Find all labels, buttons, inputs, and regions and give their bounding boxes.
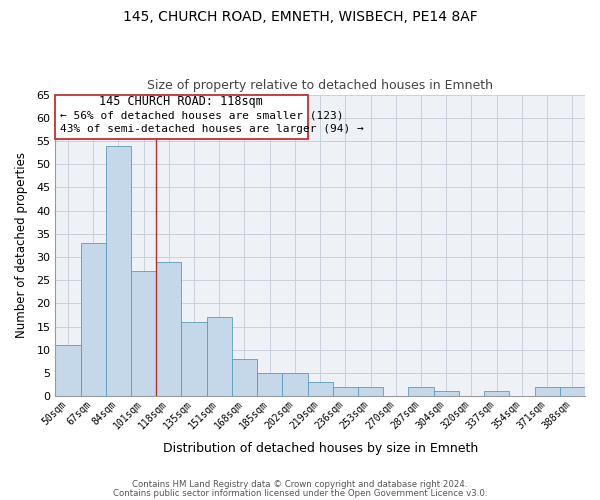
X-axis label: Distribution of detached houses by size in Emneth: Distribution of detached houses by size … (163, 442, 478, 455)
Bar (409, 387, 434, 396)
Text: 43% of semi-detached houses are larger (94) →: 43% of semi-detached houses are larger (… (61, 124, 364, 134)
Text: Contains public sector information licensed under the Open Government Licence v3: Contains public sector information licen… (113, 489, 487, 498)
Text: ← 56% of detached houses are smaller (123): ← 56% of detached houses are smaller (12… (61, 110, 344, 120)
Bar (55, 94, 308, 138)
Y-axis label: Number of detached properties: Number of detached properties (15, 152, 28, 338)
Bar (106, 146, 131, 396)
Title: Size of property relative to detached houses in Emneth: Size of property relative to detached ho… (147, 79, 493, 92)
Bar (232, 359, 257, 396)
Bar (560, 387, 585, 396)
Bar (80, 243, 106, 396)
Text: 145, CHURCH ROAD, EMNETH, WISBECH, PE14 8AF: 145, CHURCH ROAD, EMNETH, WISBECH, PE14 … (122, 10, 478, 24)
Bar (535, 387, 560, 396)
Bar (484, 392, 509, 396)
Bar (333, 387, 358, 396)
Text: 145 CHURCH ROAD: 118sqm: 145 CHURCH ROAD: 118sqm (100, 95, 263, 108)
Bar (55, 345, 80, 396)
Bar (181, 322, 206, 396)
Bar (434, 392, 459, 396)
Bar (156, 262, 181, 396)
Bar (131, 271, 156, 396)
Bar (358, 387, 383, 396)
Text: Contains HM Land Registry data © Crown copyright and database right 2024.: Contains HM Land Registry data © Crown c… (132, 480, 468, 489)
Bar (206, 317, 232, 396)
Bar (283, 373, 308, 396)
Bar (308, 382, 333, 396)
Bar (257, 373, 283, 396)
